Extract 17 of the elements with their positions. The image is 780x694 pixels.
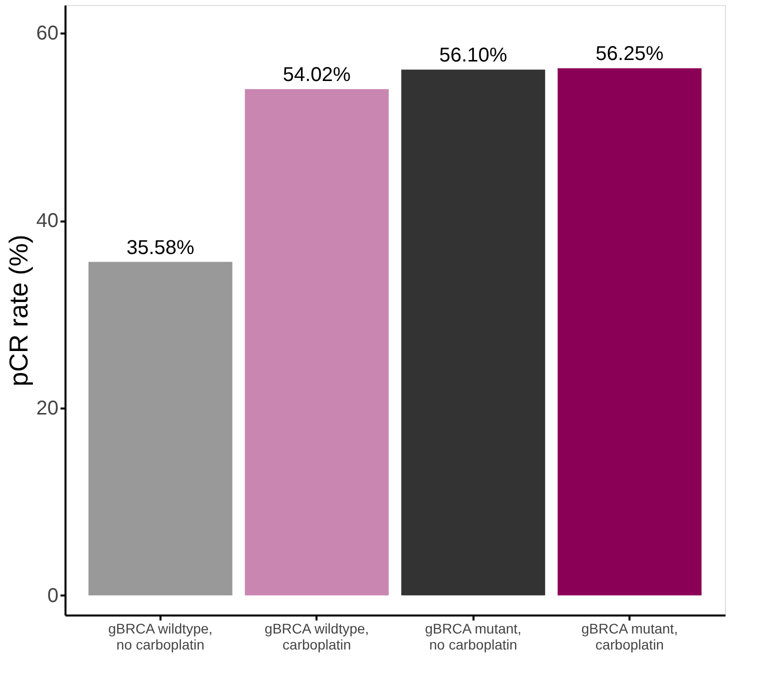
y-axis-title: pCR rate (%)	[3, 234, 34, 386]
y-tick-label: 60	[36, 22, 58, 45]
bar	[88, 262, 232, 596]
x-tick-label: gBRCA mutant, carboplatin	[581, 620, 678, 652]
x-tick-label: gBRCA mutant, no carboplatin	[424, 620, 522, 652]
y-tick-label: 20	[36, 397, 58, 420]
bar	[558, 68, 702, 596]
data-label: 35.58%	[126, 236, 195, 259]
y-tick-label: 40	[36, 210, 58, 232]
bar	[244, 89, 389, 596]
data-label: 54.02%	[282, 64, 351, 86]
data-label: 56.10%	[439, 44, 508, 67]
x-tick-label: gBRCA wildtype, no carboplatin	[108, 620, 213, 652]
data-label: 56.25%	[596, 43, 664, 66]
bar	[401, 70, 546, 596]
y-tick-label: 0	[47, 584, 58, 607]
x-tick-label: gBRCA wildtype, carboplatin	[264, 620, 369, 652]
